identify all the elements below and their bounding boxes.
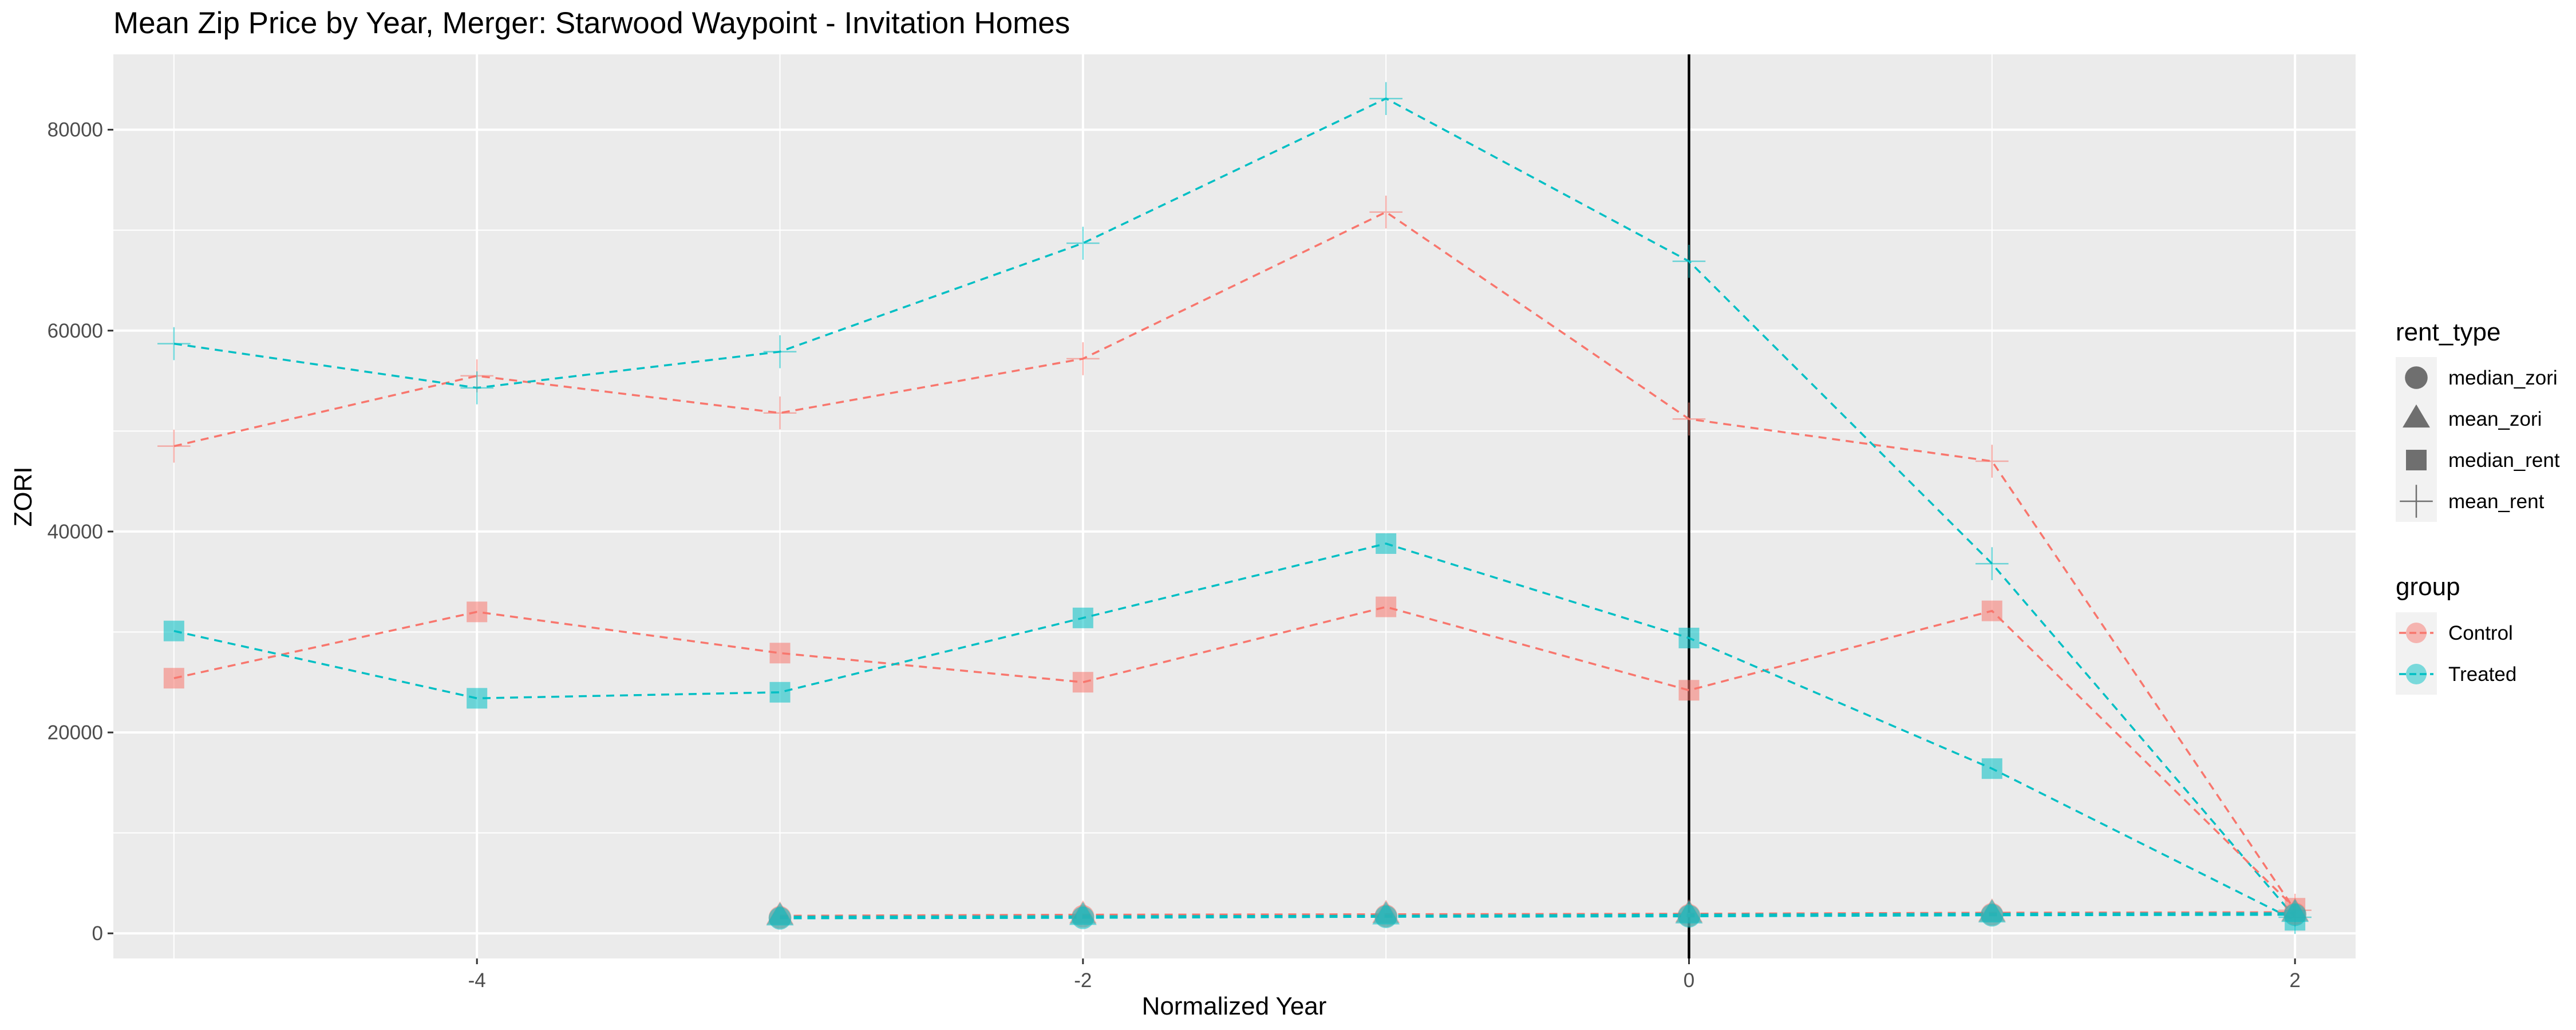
series-lines	[173, 97, 2296, 921]
data-point-treated-mean-rent	[1672, 244, 1706, 278]
x-tick-label: 0	[1684, 969, 1694, 992]
data-point-control-median-rent	[467, 601, 488, 623]
data-point-treated-mean-zori	[766, 902, 794, 926]
x-tick-label: 2	[2289, 969, 2300, 992]
legend-key-mean-zori	[2403, 404, 2430, 428]
data-point-treated-mean-zori	[1069, 902, 1097, 925]
data-point-treated-mean-zori	[1978, 899, 2006, 922]
plot-panel	[113, 54, 2356, 958]
legend-label-median-zori: median_zori	[2448, 367, 2558, 389]
legend-label-treated: Treated	[2448, 663, 2516, 686]
data-point-treated-median-rent	[769, 682, 791, 703]
data-point-treated-median-rent	[1376, 533, 1397, 554]
x-axis: -4 -2 0 2	[468, 958, 2301, 992]
legend-key-point-treated	[2406, 664, 2427, 684]
series-points	[157, 82, 2312, 934]
legend-title-rent-type: rent_type	[2396, 318, 2500, 346]
legend-title-group: group	[2396, 573, 2460, 601]
legend-key-mean-rent	[2400, 485, 2433, 518]
legend-label-mean-zori: mean_zori	[2448, 408, 2542, 430]
series-line-control-mean-rent	[173, 211, 2296, 911]
series-line-treated-median-zori	[780, 913, 2296, 920]
x-tick-label: -4	[468, 969, 486, 992]
data-point-control-mean-rent	[1066, 342, 1100, 375]
data-point-treated-mean-rent	[763, 335, 797, 369]
legend-key-point-control	[2406, 623, 2427, 643]
y-axis: 0 20000 40000 60000 80000	[48, 119, 113, 945]
legend-label-median-rent: median_rent	[2448, 449, 2560, 472]
data-point-treated-mean-rent	[1066, 227, 1100, 260]
x-tick-label: -2	[1074, 969, 1092, 992]
data-point-control-mean-rent	[157, 429, 191, 463]
y-tick-label: 0	[92, 922, 103, 945]
data-point-control-median-rent	[163, 668, 184, 689]
series-line-control-mean-zori	[780, 911, 2296, 917]
series-line-treated-mean-zori	[780, 912, 2296, 918]
data-point-treated-mean-zori	[2281, 898, 2309, 922]
y-tick-label: 60000	[48, 320, 103, 342]
data-point-treated-mean-rent	[460, 371, 493, 405]
y-tick-label: 80000	[48, 119, 103, 141]
data-point-treated-median-rent	[467, 688, 488, 709]
data-point-control-median-rent	[1981, 600, 2002, 621]
data-point-control-mean-rent	[1369, 195, 1402, 229]
data-point-treated-median-rent	[1981, 758, 2002, 779]
series-line-treated-mean-rent	[173, 97, 2296, 918]
data-point-control-median-rent	[1678, 680, 1700, 701]
y-axis-title: ZORI	[9, 466, 37, 526]
data-point-treated-mean-rent	[157, 327, 191, 360]
chart-title: Mean Zip Price by Year, Merger: Starwood…	[113, 6, 1070, 40]
data-point-treated-mean-zori	[1372, 901, 1400, 925]
legends: rent_type median_zori mean_zori median_rent…	[2396, 318, 2560, 695]
series-line-treated-median-rent	[173, 542, 2296, 921]
legend-label-control: Control	[2448, 622, 2513, 644]
legend-key-median-rent	[2406, 450, 2427, 470]
data-point-control-mean-rent	[1672, 402, 1706, 436]
data-point-control-mean-rent	[1976, 445, 2009, 478]
data-point-treated-mean-zori	[1675, 900, 1703, 924]
panel-background	[113, 54, 2356, 958]
data-point-control-mean-rent	[763, 396, 797, 430]
data-point-treated-median-rent	[1678, 627, 1700, 648]
series-line-control-median-rent	[173, 605, 2296, 909]
y-tick-label: 20000	[48, 722, 103, 744]
data-point-treated-median-rent	[163, 620, 184, 641]
data-point-control-median-rent	[1072, 672, 1093, 693]
data-point-control-median-rent	[1376, 596, 1397, 617]
data-point-treated-median-rent	[1072, 607, 1093, 628]
x-axis-title: Normalized Year	[1142, 992, 1327, 1020]
legend-label-mean-rent: mean_rent	[2448, 490, 2545, 513]
y-tick-label: 40000	[48, 521, 103, 543]
data-point-control-median-rent	[769, 643, 791, 664]
data-point-treated-mean-rent	[1369, 82, 1402, 116]
legend-key-median-zori	[2405, 366, 2428, 389]
data-point-treated-mean-rent	[1976, 547, 2009, 580]
